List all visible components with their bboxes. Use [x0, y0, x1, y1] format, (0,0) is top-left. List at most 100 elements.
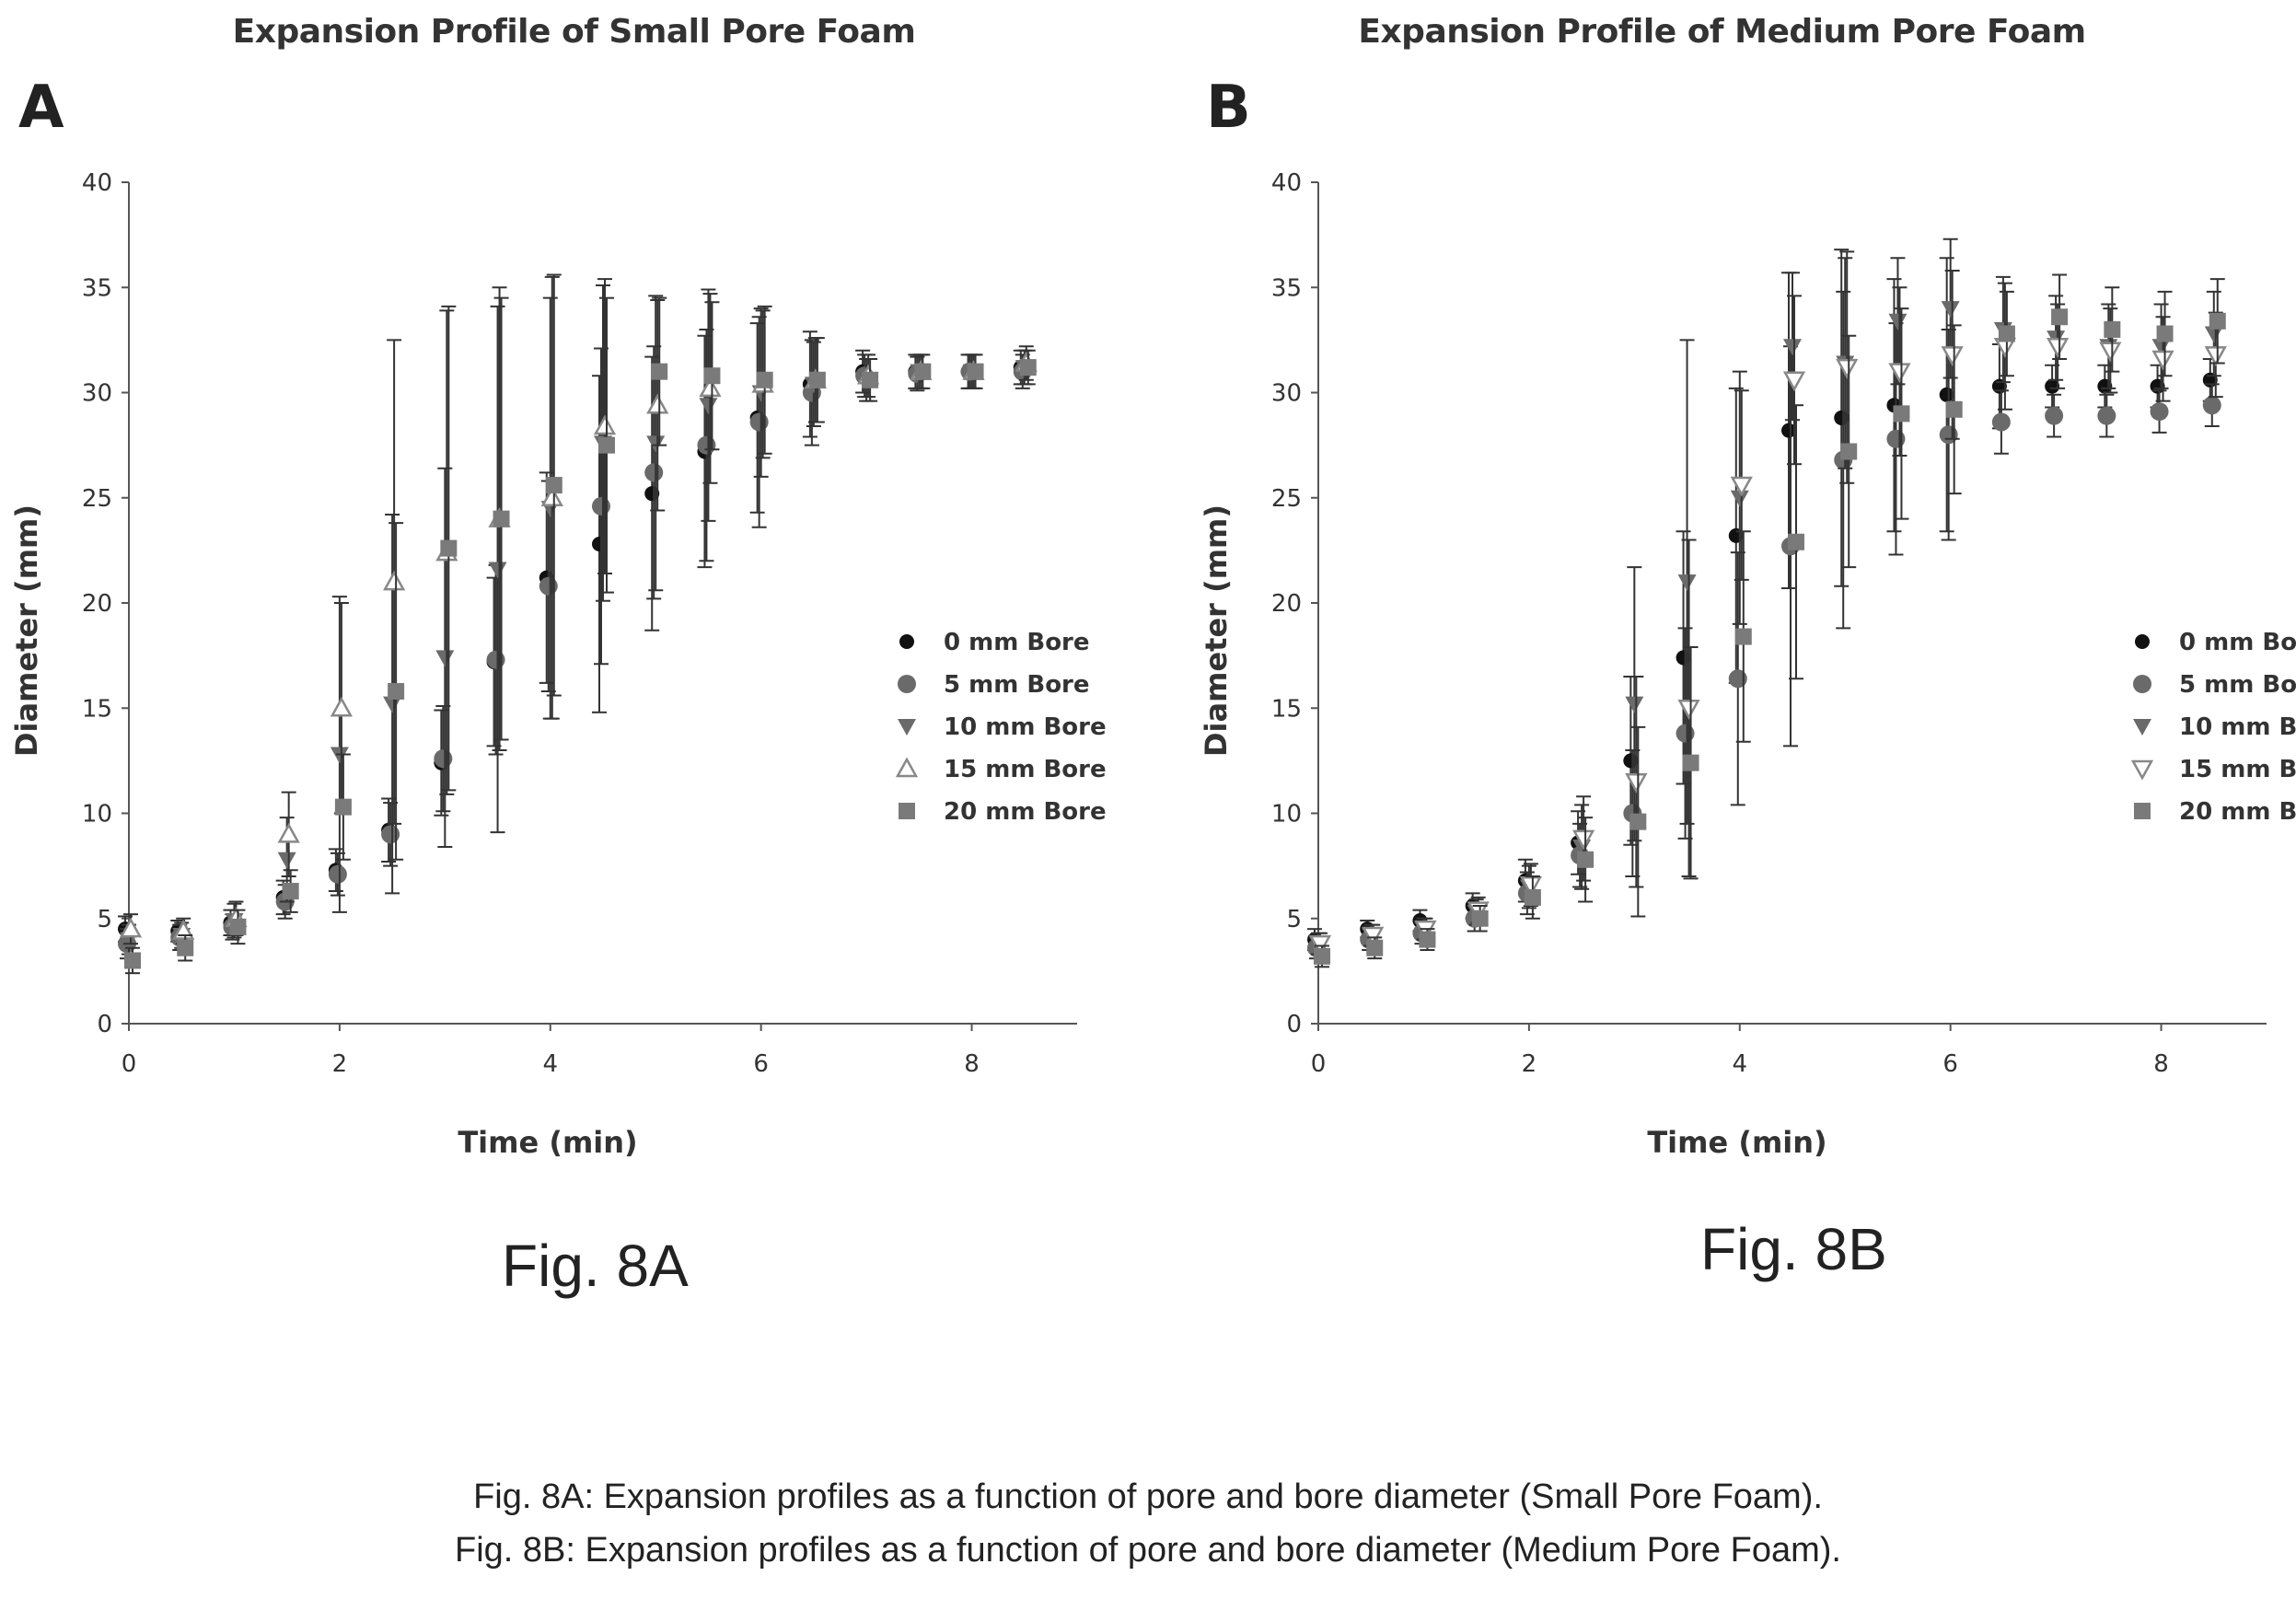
point-a-3-1: [172, 919, 195, 940]
chart-title-b: Expansion Profile of Medium Pore Foam: [1358, 13, 2086, 51]
point-a-4-12: [756, 371, 773, 388]
x-tick-label-a-2: 2: [332, 1050, 348, 1078]
point-a-4-15: [914, 363, 932, 380]
point-b-1-8: [1728, 669, 1747, 689]
legend-label-a-0: 0 mm Bore: [944, 629, 1090, 656]
x-tick-label-b-0: 0: [1311, 1050, 1327, 1078]
legend-marker-a-3: [895, 757, 919, 778]
point-b-2-7: [1677, 574, 1697, 592]
point-b-0-14: [2045, 378, 2060, 394]
y-tick-label-b-5: 5: [1286, 906, 1302, 933]
y-axis-label-a: Diameter (mm): [9, 504, 44, 757]
point-b-4-8: [1734, 628, 1752, 645]
y-tick-label-b-40: 40: [1271, 169, 1302, 197]
point-b-3-4: [1519, 875, 1543, 897]
x-tick-label-b-6: 6: [1942, 1050, 1958, 1078]
point-a-4-14: [862, 371, 879, 388]
x-tick-label-b-2: 2: [1522, 1050, 1537, 1078]
point-b-2-6: [1625, 696, 1644, 713]
point-a-2-7: [488, 562, 507, 579]
legend-marker-b-2: [2133, 719, 2151, 736]
point-b-4-0: [1314, 947, 1330, 965]
point-b-3-6: [1625, 772, 1648, 794]
legend-marker-b-0: [2135, 634, 2150, 649]
series-a-2: [120, 284, 1034, 956]
point-b-3-15: [2099, 342, 2122, 363]
point-a-3-3: [277, 822, 300, 843]
legend-marker-b-3: [2130, 759, 2154, 781]
point-b-1-12: [1939, 425, 1958, 445]
point-a-4-5: [388, 682, 405, 700]
point-a-1-4: [328, 864, 347, 884]
point-b-1-14: [2045, 406, 2064, 425]
x-tick-label-a-6: 6: [753, 1050, 769, 1078]
y-tick-label-a-30: 30: [82, 380, 112, 408]
point-a-4-1: [177, 939, 194, 956]
point-b-4-17: [2209, 312, 2226, 330]
point-a-3-9: [593, 414, 617, 435]
point-b-4-10: [1840, 443, 1858, 460]
caption-8a: Fig. 8A: Expansion profiles as a functio…: [473, 1477, 1823, 1516]
point-a-3-10: [646, 393, 669, 414]
point-b-4-6: [1629, 813, 1647, 830]
legend-label-b-4: 20 mm Bore: [2179, 798, 2296, 826]
point-a-4-7: [493, 510, 510, 527]
legend-label-b-2: 10 mm Bore: [2179, 713, 2296, 741]
plot-b: 0 5 10 15 20 25 30 35 40 0 2 4 6 8 Time (min) Diameter …: [1199, 169, 2296, 1160]
point-b-4-12: [1945, 400, 1963, 418]
point-b-1-13: [1991, 412, 2011, 432]
panel-letter-a: A: [18, 74, 64, 142]
point-b-1-17: [2202, 396, 2221, 415]
chart-panel-b: Expansion Profile of Medium Pore Foam B …: [1148, 0, 2296, 1289]
point-b-4-16: [2156, 325, 2174, 342]
point-b-3-10: [1836, 358, 1859, 379]
point-b-3-12: [1941, 346, 1964, 366]
point-a-4-11: [703, 367, 721, 385]
series-a-4: [124, 273, 1037, 975]
point-a-3-4: [330, 696, 354, 717]
fig-label-a: Fig. 8A: [502, 1233, 689, 1299]
y-tick-label-b-20: 20: [1271, 590, 1302, 618]
point-b-4-15: [2104, 320, 2121, 338]
x-tick-label-a-4: 4: [543, 1050, 559, 1078]
point-b-3-14: [2046, 337, 2070, 358]
point-b-1-16: [2150, 402, 2169, 422]
point-a-3-8: [540, 486, 563, 506]
point-a-4-6: [440, 539, 458, 557]
legend-marker-a-1: [898, 675, 916, 693]
x-axis-label-a: Time (min): [458, 1125, 637, 1160]
point-b-1-15: [2097, 406, 2116, 425]
point-b-3-11: [1888, 363, 1911, 384]
point-b-4-5: [1577, 851, 1594, 868]
legend-marker-a-2: [898, 719, 916, 736]
legend-label-a-4: 20 mm Bore: [944, 798, 1107, 826]
point-a-3-5: [382, 570, 406, 591]
point-b-2-16: [2151, 339, 2171, 356]
legend-label-b-3: 15 mm Bore: [2179, 756, 2296, 783]
y-tick-label-b-0: 0: [1286, 1011, 1302, 1038]
x-tick-label-a-8: 8: [964, 1050, 980, 1078]
point-a-4-9: [598, 436, 615, 454]
point-a-1-10: [644, 463, 664, 482]
legend-label-a-1: 5 mm Bore: [944, 671, 1090, 699]
series-b-3: [1308, 250, 2227, 956]
panel-letter-b: B: [1206, 74, 1251, 142]
series-a-0: [118, 322, 1028, 943]
series-a-3: [119, 275, 1038, 945]
point-b-4-14: [2051, 308, 2069, 326]
point-a-3-0: [119, 917, 143, 938]
legend-label-a-2: 10 mm Bore: [944, 713, 1107, 741]
legend-marker-a-4: [899, 803, 915, 819]
point-b-3-7: [1677, 700, 1700, 720]
x-axis-label-b: Time (min): [1647, 1125, 1826, 1160]
point-a-2-11: [699, 398, 718, 415]
caption-8b: Fig. 8B: Expansion profiles as a functio…: [455, 1531, 1841, 1570]
point-a-3-11: [699, 377, 722, 398]
legend-marker-b-1: [2133, 675, 2151, 693]
point-a-4-13: [808, 371, 826, 388]
chart-title-a: Expansion Profile of Small Pore Foam: [232, 13, 916, 51]
point-b-0-12: [1939, 387, 1954, 402]
point-b-4-9: [1788, 533, 1804, 550]
legend-marker-a-0: [899, 634, 914, 649]
y-tick-label-b-30: 30: [1271, 380, 1302, 408]
